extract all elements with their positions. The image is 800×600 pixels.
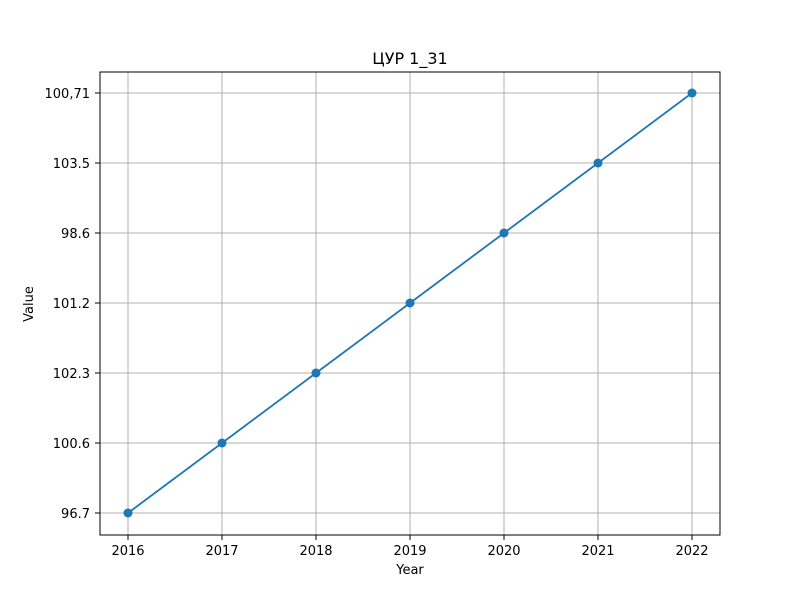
x-tick-label: 2019 — [393, 544, 426, 559]
x-tick-label: 2016 — [111, 544, 144, 559]
x-tick-label: 2017 — [205, 544, 238, 559]
x-tick-label: 2020 — [487, 544, 520, 559]
data-point — [311, 368, 321, 378]
series-group — [123, 88, 697, 518]
y-tick-label: 98.6 — [61, 227, 90, 242]
y-tick-label: 100.6 — [53, 437, 90, 452]
x-axis-label: Year — [395, 563, 424, 578]
data-point — [123, 508, 133, 518]
x-tick-label: 2018 — [299, 544, 332, 559]
y-axis-ticks: 96.7 100.6 102.3 101.2 98.6 103.5 100,71 — [45, 87, 100, 522]
y-tick-label: 101.2 — [53, 297, 90, 312]
y-tick-label: 102.3 — [53, 367, 90, 382]
data-point — [217, 438, 227, 448]
data-point — [405, 298, 415, 308]
x-tick-label: 2022 — [675, 544, 708, 559]
y-axis-label: Value — [22, 286, 37, 322]
x-axis-ticks: 2016 2017 2018 2019 2020 2021 2022 — [111, 535, 709, 559]
y-grid — [100, 92, 720, 514]
chart-title: ЦУР 1_31 — [372, 49, 447, 69]
data-point — [499, 228, 509, 238]
x-tick-label: 2021 — [581, 544, 614, 559]
data-point — [687, 88, 697, 98]
y-tick-label: 100,71 — [45, 87, 91, 102]
y-tick-label: 103.5 — [53, 157, 90, 172]
y-tick-label: 96.7 — [61, 507, 90, 522]
data-point — [593, 158, 603, 168]
